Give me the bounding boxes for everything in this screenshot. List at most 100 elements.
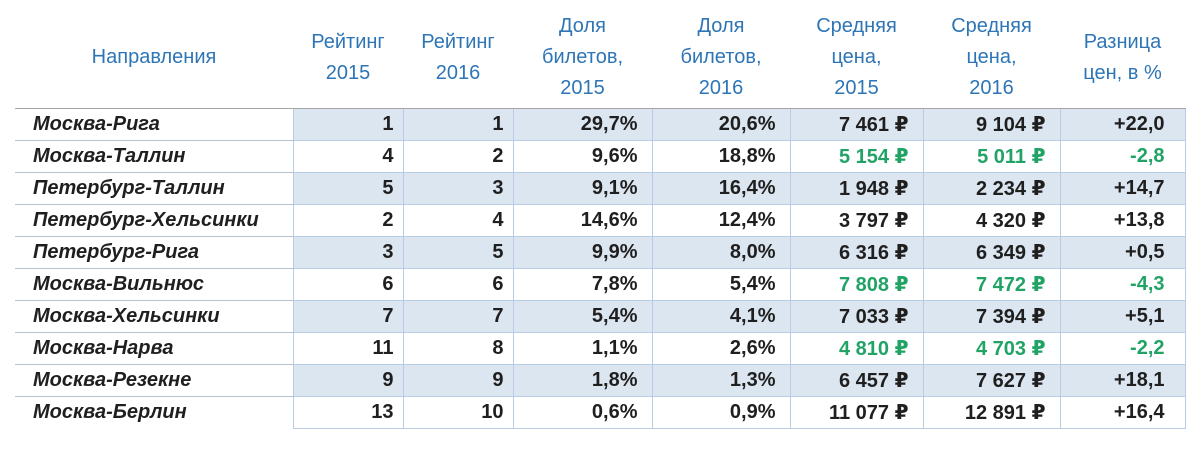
cell-diff: +5,1	[1059, 299, 1186, 333]
cell-share2015: 7,8%	[512, 267, 653, 301]
cell-price2015: 7 461 ₽	[789, 107, 924, 141]
table-row: Москва-Хельсинки 7 7 5,4% 4,1% 7 033 ₽7 394 ₽…	[15, 299, 1186, 333]
cell-share2015: 0,6%	[512, 395, 653, 429]
cell-share2015: 9,6%	[512, 139, 653, 173]
cell-rating2016: 8	[402, 331, 514, 365]
cell-share2015: 14,6%	[512, 203, 653, 237]
cell-share2015: 29,7%	[512, 107, 653, 141]
cell-rating2016: 4	[402, 203, 514, 237]
cell-price2015: 7 808 ₽	[789, 267, 924, 301]
cell-rating2015: 9	[292, 363, 404, 397]
cell-price2016: 5 011 ₽	[922, 139, 1061, 173]
cell-rating2015: 11	[292, 331, 404, 365]
cell-price2015: 7 033 ₽	[789, 299, 924, 333]
table-row: Петербург-Хельсинки 2 4 14,6% 12,4% 3 797 ₽4 …	[15, 203, 1186, 237]
cell-diff: +13,8	[1059, 203, 1186, 237]
cell-share2016: 8,0%	[651, 235, 791, 269]
cell-price2015: 6 457 ₽	[789, 363, 924, 397]
cell-diff: -2,8	[1059, 139, 1186, 173]
table-row: Москва-Рига 1 1 29,7% 20,6% 7 461 ₽9 104 ₽ +22…	[15, 107, 1186, 141]
cell-name: Петербург-Рига	[15, 236, 293, 269]
cell-rating2015: 5	[292, 171, 404, 205]
cell-share2016: 4,1%	[651, 299, 791, 333]
cell-rating2016: 6	[402, 267, 514, 301]
table-row: Москва-Берлин 13 10 0,6% 0,9% 11 077 ₽12 891 …	[15, 395, 1186, 429]
cell-name: Москва-Хельсинки	[15, 300, 293, 333]
cell-diff: +0,5	[1059, 235, 1186, 269]
cell-share2016: 18,8%	[651, 139, 791, 173]
header-row: Направления Рейтинг 2015 Рейтинг 2016 Доля …	[15, 8, 1185, 109]
table-row: Петербург-Таллин 5 3 9,1% 16,4% 1 948 ₽2 234 …	[15, 171, 1186, 205]
cell-price2016: 12 891 ₽	[922, 395, 1061, 429]
cell-rating2016: 9	[402, 363, 514, 397]
column-header-price2015: Средняя цена, 2015	[790, 8, 923, 109]
cell-rating2016: 2	[402, 139, 514, 173]
cell-price2016: 7 394 ₽	[922, 299, 1061, 333]
routes-price-table: Направления Рейтинг 2015 Рейтинг 2016 Доля …	[15, 8, 1186, 429]
cell-name: Москва-Таллин	[15, 140, 293, 173]
cell-name: Петербург-Хельсинки	[15, 204, 293, 237]
cell-rating2016: 1	[402, 107, 514, 141]
cell-share2015: 9,9%	[512, 235, 653, 269]
cell-price2015: 4 810 ₽	[789, 331, 924, 365]
cell-rating2015: 4	[292, 139, 404, 173]
cell-share2015: 1,8%	[512, 363, 653, 397]
cell-diff: +16,4	[1059, 395, 1186, 429]
column-header-diff: Разница цен, в %	[1060, 8, 1185, 109]
table-row: Москва-Резекне 9 9 1,8% 1,3% 6 457 ₽7 627 ₽ +1…	[15, 363, 1186, 397]
cell-diff: +22,0	[1059, 107, 1186, 141]
cell-share2016: 1,3%	[651, 363, 791, 397]
cell-price2016: 7 627 ₽	[922, 363, 1061, 397]
cell-rating2016: 7	[402, 299, 514, 333]
cell-diff: +18,1	[1059, 363, 1186, 397]
column-header-share2015: Доля билетов, 2015	[513, 8, 652, 109]
cell-price2016: 6 349 ₽	[922, 235, 1061, 269]
cell-rating2016: 5	[402, 235, 514, 269]
cell-rating2015: 6	[292, 267, 404, 301]
cell-diff: -2,2	[1059, 331, 1186, 365]
table-row: Москва-Таллин 4 2 9,6% 18,8% 5 154 ₽5 011 ₽ -2…	[15, 139, 1186, 173]
cell-name: Москва-Берлин	[15, 396, 293, 428]
cell-rating2015: 3	[292, 235, 404, 269]
cell-share2016: 0,9%	[651, 395, 791, 429]
cell-rating2015: 2	[292, 203, 404, 237]
table-row: Москва-Нарва 11 8 1,1% 2,6% 4 810 ₽4 703 ₽ -2,…	[15, 331, 1186, 365]
column-header-share2016: Доля билетов, 2016	[652, 8, 790, 109]
cell-rating2015: 7	[292, 299, 404, 333]
table-row: Петербург-Рига 3 5 9,9% 8,0% 6 316 ₽6 349 ₽ +0…	[15, 235, 1186, 269]
cell-share2016: 20,6%	[651, 107, 791, 141]
cell-rating2015: 1	[292, 107, 404, 141]
cell-share2016: 16,4%	[651, 171, 791, 205]
cell-price2015: 5 154 ₽	[789, 139, 924, 173]
column-header-name: Направления	[15, 8, 293, 109]
cell-diff: -4,3	[1059, 267, 1186, 301]
column-header-price2016: Средняя цена, 2016	[923, 8, 1060, 109]
table-row: Москва-Вильнюс 6 6 7,8% 5,4% 7 808 ₽7 472 ₽ -4…	[15, 267, 1186, 301]
cell-price2015: 11 077 ₽	[789, 395, 924, 429]
cell-price2015: 3 797 ₽	[789, 203, 924, 237]
column-header-rating2016: Рейтинг 2016	[403, 8, 513, 109]
column-header-rating2015: Рейтинг 2015	[293, 8, 403, 109]
cell-price2015: 6 316 ₽	[789, 235, 924, 269]
cell-name: Москва-Нарва	[15, 332, 293, 365]
cell-share2015: 9,1%	[512, 171, 653, 205]
cell-price2016: 2 234 ₽	[922, 171, 1061, 205]
cell-share2016: 5,4%	[651, 267, 791, 301]
cell-rating2016: 10	[402, 395, 514, 429]
cell-price2016: 7 472 ₽	[922, 267, 1061, 301]
cell-price2015: 1 948 ₽	[789, 171, 924, 205]
cell-share2016: 2,6%	[651, 331, 791, 365]
cell-rating2015: 13	[292, 395, 404, 429]
cell-price2016: 9 104 ₽	[922, 107, 1061, 141]
cell-name: Москва-Рига	[15, 108, 293, 141]
cell-price2016: 4 703 ₽	[922, 331, 1061, 365]
cell-name: Москва-Резекне	[15, 364, 293, 397]
cell-share2016: 12,4%	[651, 203, 791, 237]
cell-name: Петербург-Таллин	[15, 172, 293, 205]
cell-name: Москва-Вильнюс	[15, 268, 293, 301]
cell-rating2016: 3	[402, 171, 514, 205]
cell-price2016: 4 320 ₽	[922, 203, 1061, 237]
cell-share2015: 5,4%	[512, 299, 653, 333]
cell-diff: +14,7	[1059, 171, 1186, 205]
